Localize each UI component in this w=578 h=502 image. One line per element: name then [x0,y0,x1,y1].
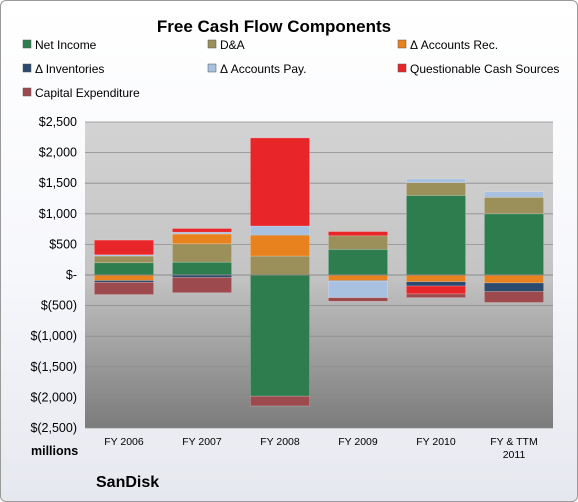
y-tick-label: $1,000 [39,207,77,221]
bar-net-income [406,195,466,276]
bar-net-income [250,274,310,397]
x-tick-label: FY 2007 [182,436,222,448]
x-axis-ticks: FY 2006 FY 2007 FY 2008 FY 2009 FY 2010 FY & … [104,436,537,461]
y-tick-label: $(1,500) [30,360,77,374]
y-tick-label: $(1,000) [30,329,77,343]
legend-swatch-delta-accounts-rec [397,39,407,49]
bar-d-a [172,243,232,263]
y-tick-label: $1,500 [39,176,77,190]
bar-net-income [328,248,388,276]
bar-questionable-cash-sources [94,239,154,256]
bar-delta-accounts-rec [94,274,154,281]
bar-delta-accounts-rec [406,274,466,283]
bar-delta-accounts-rec [172,233,232,245]
bar-questionable-cash-sources [328,231,388,237]
bar-questionable-cash-sources [172,228,232,233]
legend-swatch-questionable-cash-sources [397,63,407,73]
y-tick-label: $500 [49,237,77,251]
bar-delta-accounts-pay [328,280,388,298]
legend-label-delta-accounts-rec: Δ Accounts Rec. [410,38,498,52]
y-tick-label: $2,000 [39,146,77,160]
bar-net-income [484,213,544,276]
units-label: millions [31,444,78,458]
bars [94,137,544,407]
y-axis-ticks: $2,500 $2,000 $1,500 $1,000 $500 $- $(500) $(1,… [30,115,77,435]
legend-label-net-income: Net Income [35,38,97,52]
x-tick-label: FY 2006 [104,436,144,448]
bar-delta-inventories [406,281,466,287]
bar-delta-inventories [250,234,310,236]
legend-label-questionable-cash-sources: Questionable Cash Sources [410,62,559,76]
x-tick-label: FY 2008 [260,436,300,448]
legend: Net Income D&A Δ Accounts Rec. Δ Inventorie… [22,38,559,100]
bar-net-income [172,261,232,276]
bar-d-a [406,182,466,196]
bar-capital-expenditure [172,277,232,294]
bar-capital-expenditure [250,395,310,407]
bar-d-a [328,235,388,250]
legend-label-delta-inventories: Δ Inventories [35,62,104,76]
legend-label-delta-accounts-pay: Δ Accounts Pay. [220,62,307,76]
bar-delta-accounts-pay [406,178,466,183]
bar-delta-accounts-rec [328,274,388,281]
bar-capital-expenditure [484,291,544,303]
legend-label-capital-expenditure: Capital Expenditure [35,86,140,100]
bar-delta-accounts-rec [250,234,310,257]
bar-delta-accounts-pay [484,191,544,198]
x-tick-label: FY 2010 [416,436,456,448]
bar-d-a [94,255,154,264]
bar-delta-accounts-pay [250,225,310,235]
bar-capital-expenditure [406,293,466,298]
legend-swatch-net-income [22,39,32,49]
legend-label-d-a: D&A [220,38,245,52]
legend-swatch-d-a [207,39,217,49]
bar-d-a [484,196,544,215]
bar-d-a [250,255,310,276]
y-tick-label: $(2,500) [30,421,77,435]
legend-swatch-capital-expenditure [22,87,32,97]
chart-title: Free Cash Flow Components [157,17,391,36]
legend-swatch-delta-accounts-pay [207,63,217,73]
x-tick-label: FY & TTM 2011 [490,436,537,461]
company-name: SanDisk [96,474,159,491]
legend-swatch-delta-inventories [22,63,32,73]
bar-capital-expenditure [94,282,154,295]
bar-delta-inventories [484,282,544,292]
x-tick-label: FY 2009 [338,436,378,448]
gridlines [85,121,553,429]
y-tick-label: $- [66,268,77,282]
bar-net-income [94,262,154,276]
y-tick-label: $(500) [41,299,77,313]
bar-delta-accounts-rec [484,274,544,284]
y-tick-label: $(2,000) [30,390,77,404]
y-tick-label: $2,500 [39,115,77,129]
bar-questionable-cash-sources [406,285,466,295]
bar-questionable-cash-sources [250,137,310,227]
bar-capital-expenditure [328,297,388,302]
